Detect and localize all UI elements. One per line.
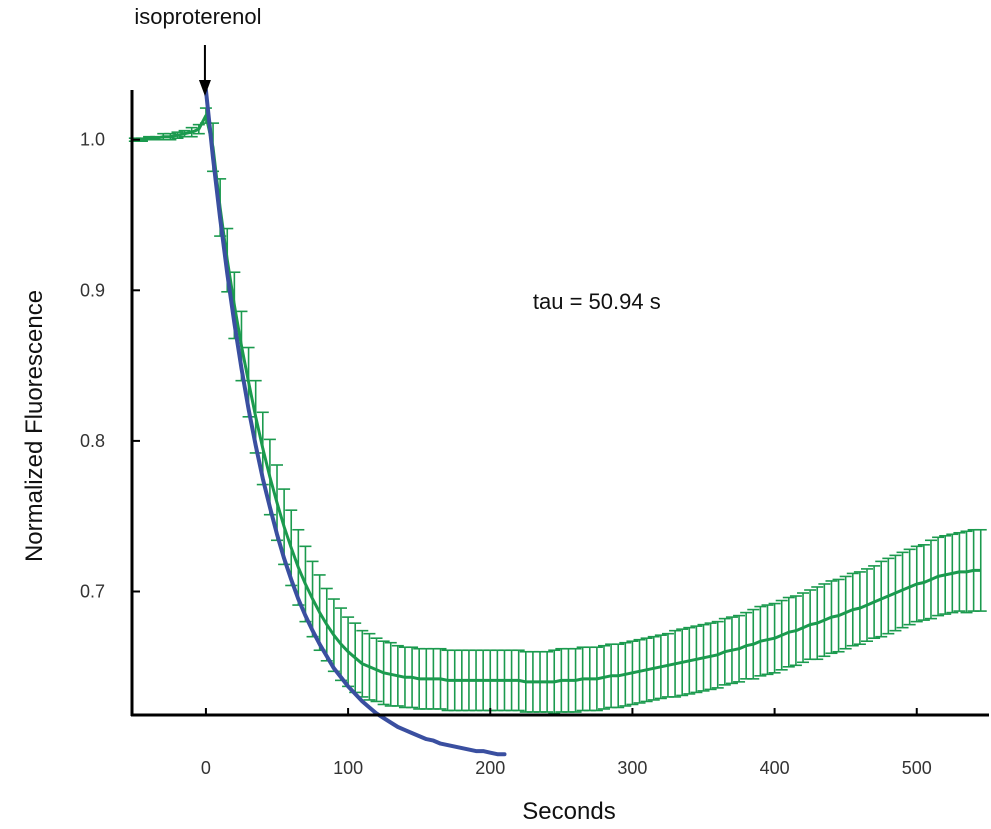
tick-labels: 0 100 200 300 400 500 0.7 0.8 0.9 1.0 <box>80 130 932 778</box>
x-tick-label: 100 <box>333 758 363 778</box>
x-tick-label: 400 <box>760 758 790 778</box>
data-series <box>134 114 981 684</box>
exponential-fit-curve <box>203 88 507 757</box>
y-tick-label: 0.8 <box>80 431 105 451</box>
stimulus-label: isoproterenol <box>134 4 261 29</box>
x-axis-title: Seconds <box>522 798 615 825</box>
error-bars <box>128 107 987 715</box>
y-axis-title: Normalized Fluorescence <box>21 290 48 562</box>
stimulus-arrow-head <box>198 80 211 96</box>
x-tick-label: 0 <box>201 758 211 778</box>
error-bar <box>974 528 987 612</box>
fit-series <box>203 88 507 757</box>
y-tick-label: 0.7 <box>80 582 105 602</box>
y-tick-label: 1.0 <box>80 130 105 150</box>
data-mean-line <box>134 114 981 684</box>
y-tick-label: 0.9 <box>80 280 105 300</box>
axes <box>130 90 989 717</box>
x-tick-label: 300 <box>617 758 647 778</box>
x-tick-label: 500 <box>902 758 932 778</box>
x-tick-label: 200 <box>475 758 505 778</box>
fit-tau-label: tau = 50.94 s <box>533 289 661 314</box>
